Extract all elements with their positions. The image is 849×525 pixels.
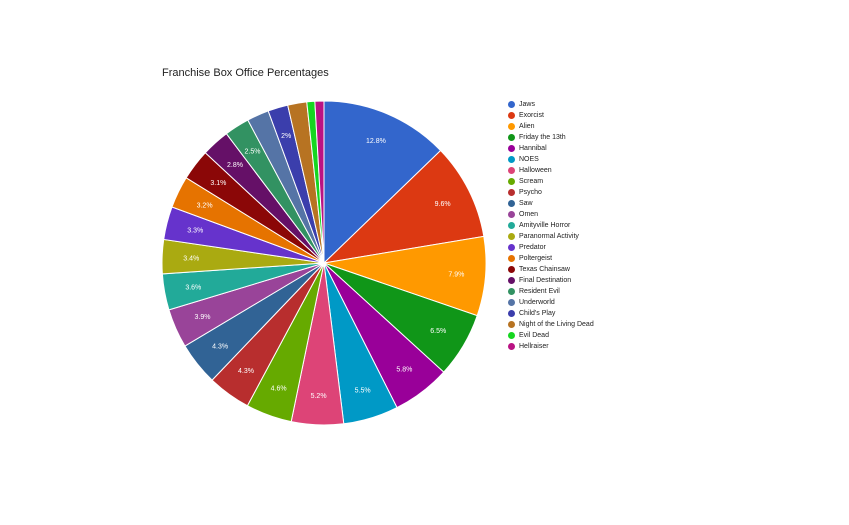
legend-item-14[interactable]: Poltergeist — [508, 253, 594, 264]
legend-label: Poltergeist — [519, 255, 553, 262]
legend-item-3[interactable]: Friday the 13th — [508, 132, 594, 143]
legend-swatch — [508, 222, 515, 229]
legend-item-2[interactable]: Alien — [508, 121, 594, 132]
pie-slice-label-2: 7.9% — [448, 272, 464, 279]
legend-swatch — [508, 211, 515, 218]
legend-swatch — [508, 332, 515, 339]
pie-slice-label-3: 6.5% — [430, 328, 446, 335]
pie-slice-label-11: 3.6% — [185, 284, 201, 291]
pie-slice-label-14: 3.2% — [197, 202, 213, 209]
legend-label: Jaws — [519, 101, 535, 108]
legend-item-17[interactable]: Resident Evil — [508, 286, 594, 297]
legend-label: Final Destination — [519, 277, 572, 284]
legend-label: Psycho — [519, 189, 542, 196]
legend-item-8[interactable]: Psycho — [508, 187, 594, 198]
legend-item-20[interactable]: Night of the Living Dead — [508, 319, 594, 330]
legend-item-4[interactable]: Hannibal — [508, 143, 594, 154]
legend-item-19[interactable]: Child's Play — [508, 308, 594, 319]
legend-item-1[interactable]: Exorcist — [508, 110, 594, 121]
legend-label: Hellraiser — [519, 343, 549, 350]
pie-slice-label-12: 3.4% — [183, 255, 199, 262]
legend-item-5[interactable]: NOES — [508, 154, 594, 165]
legend-swatch — [508, 123, 515, 130]
legend: Jaws Exorcist Alien Friday the 13th Hannibal… — [508, 99, 594, 352]
legend-label: Amityville Horror — [519, 222, 571, 229]
legend-label: Predator — [519, 244, 546, 251]
legend-item-9[interactable]: Saw — [508, 198, 594, 209]
legend-swatch — [508, 134, 515, 141]
legend-label: Alien — [519, 123, 535, 130]
legend-label: Child's Play — [519, 310, 556, 317]
legend-label: Resident Evil — [519, 288, 560, 295]
legend-swatch — [508, 321, 515, 328]
legend-item-10[interactable]: Omen — [508, 209, 594, 220]
legend-item-13[interactable]: Predator — [508, 242, 594, 253]
legend-label: Hannibal — [519, 145, 547, 152]
legend-item-16[interactable]: Final Destination — [508, 275, 594, 286]
legend-label: Texas Chainsaw — [519, 266, 570, 273]
pie-slice-label-13: 3.3% — [187, 228, 203, 235]
legend-item-18[interactable]: Underworld — [508, 297, 594, 308]
legend-item-22[interactable]: Hellraiser — [508, 341, 594, 352]
legend-swatch — [508, 233, 515, 240]
pie-slice-label-7: 4.6% — [271, 385, 287, 392]
legend-label: Omen — [519, 211, 539, 218]
legend-item-6[interactable]: Halloween — [508, 165, 594, 176]
legend-swatch — [508, 266, 515, 273]
pie-slice-label-19: 2% — [281, 133, 291, 140]
legend-swatch — [508, 145, 515, 152]
pie-slices — [161, 100, 487, 426]
legend-swatch — [508, 299, 515, 306]
legend-label: NOES — [519, 156, 539, 163]
pie-labels: 12.8% 9.6% 7.9% 6.5% 5.8% 5.5% 5.2% 4.6% 4.3% 4.3… — [183, 133, 464, 400]
legend-item-0[interactable]: Jaws — [508, 99, 594, 110]
pie-slice-label-16: 2.8% — [227, 162, 243, 169]
pie-slice-label-10: 3.9% — [194, 314, 210, 321]
pie-slice-label-6: 5.2% — [311, 393, 327, 400]
legend-item-7[interactable]: Scream — [508, 176, 594, 187]
legend-swatch — [508, 156, 515, 163]
legend-item-11[interactable]: Amityville Horror — [508, 220, 594, 231]
legend-label: Exorcist — [519, 112, 544, 119]
pie-slice-label-8: 4.3% — [238, 368, 254, 375]
legend-swatch — [508, 288, 515, 295]
legend-swatch — [508, 112, 515, 119]
chart-title: Franchise Box Office Percentages — [162, 67, 329, 79]
pie-slice-label-0: 12.8% — [366, 138, 386, 145]
legend-swatch — [508, 200, 515, 207]
legend-swatch — [508, 178, 515, 185]
legend-label: Paranormal Activity — [519, 233, 579, 240]
pie-slice-1[interactable] — [322, 149, 485, 264]
legend-swatch — [508, 277, 515, 284]
legend-item-15[interactable]: Texas Chainsaw — [508, 264, 594, 275]
legend-label: Evil Dead — [519, 332, 549, 339]
pie-slice-label-4: 5.8% — [396, 366, 412, 373]
legend-swatch — [508, 189, 515, 196]
legend-label: Friday the 13th — [519, 134, 566, 141]
legend-label: Halloween — [519, 167, 552, 174]
legend-label: Saw — [519, 200, 533, 207]
pie-slice-label-17: 2.5% — [245, 149, 261, 156]
legend-swatch — [508, 167, 515, 174]
pie-slice-0[interactable] — [323, 100, 442, 265]
pie-slice-label-5: 5.5% — [355, 388, 371, 395]
pie-slice-label-15: 3.1% — [210, 180, 226, 187]
legend-swatch — [508, 101, 515, 108]
legend-label: Night of the Living Dead — [519, 321, 594, 328]
legend-swatch — [508, 244, 515, 251]
legend-item-21[interactable]: Evil Dead — [508, 330, 594, 341]
legend-swatch — [508, 310, 515, 317]
legend-label: Underworld — [519, 299, 555, 306]
legend-swatch — [508, 255, 515, 262]
pie-slice-label-9: 4.3% — [212, 343, 228, 350]
legend-label: Scream — [519, 178, 544, 185]
pie-slice-22[interactable] — [314, 100, 325, 264]
legend-item-12[interactable]: Paranormal Activity — [508, 231, 594, 242]
pie-slice-label-1: 9.6% — [435, 201, 451, 208]
legend-swatch — [508, 343, 515, 350]
